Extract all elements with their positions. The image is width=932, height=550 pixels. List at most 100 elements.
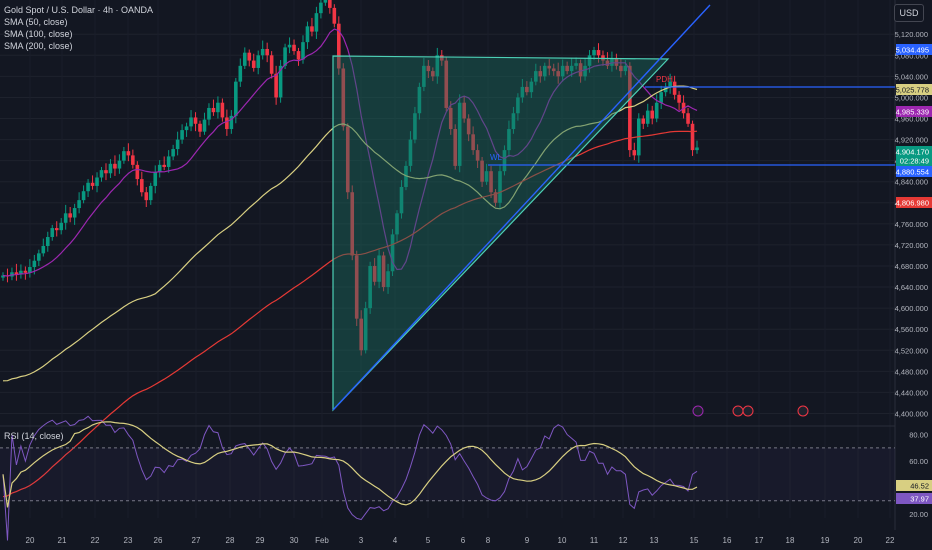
- candle: [122, 146, 126, 164]
- candle: [636, 113, 641, 163]
- candle-body: [556, 71, 560, 77]
- candle-body: [37, 253, 41, 261]
- candle-body: [408, 139, 413, 166]
- candle-body: [50, 228, 55, 238]
- candle-body: [372, 265, 377, 282]
- candle: [377, 249, 381, 289]
- candle: [507, 120, 511, 157]
- candle-body: [14, 272, 19, 275]
- candle-body: [583, 65, 587, 77]
- price-label: 4,904.170: [896, 146, 932, 157]
- candle-body: [475, 150, 480, 161]
- candle: [672, 75, 677, 100]
- candle: [265, 42, 269, 63]
- candle: [399, 180, 404, 219]
- candle-body: [650, 110, 655, 119]
- candle-body: [238, 65, 243, 82]
- candle: [663, 82, 668, 97]
- candles: [1, 0, 699, 356]
- time-tick-label: 13: [650, 536, 659, 545]
- sma100-legend[interactable]: SMA (100, close): [4, 29, 73, 39]
- candle-body: [287, 44, 292, 48]
- candle-body: [525, 86, 529, 93]
- candle: [645, 103, 650, 127]
- candle: [614, 53, 619, 70]
- candle: [345, 123, 350, 200]
- candle: [216, 96, 220, 119]
- price-tick-label: 4,680.000: [895, 262, 928, 271]
- candle-body: [592, 50, 596, 56]
- candle-body: [605, 60, 610, 66]
- candle: [681, 95, 686, 119]
- candle: [381, 251, 386, 292]
- candle-body: [135, 164, 140, 180]
- candle: [475, 144, 480, 169]
- candle-body: [574, 63, 578, 66]
- candle: [319, 0, 323, 19]
- candle-body: [654, 102, 659, 119]
- time-tick-label: 20: [26, 536, 35, 545]
- candle: [207, 103, 211, 126]
- candle: [157, 160, 162, 178]
- candle: [484, 163, 489, 185]
- candle-body: [690, 123, 695, 151]
- candle-body: [86, 182, 90, 192]
- candle: [368, 261, 372, 314]
- candle-body: [19, 270, 23, 275]
- sma50-legend[interactable]: SMA (50, close): [4, 17, 68, 27]
- candle-body: [426, 65, 431, 72]
- candle-body: [113, 163, 117, 169]
- candle: [448, 101, 453, 135]
- candle-body: [140, 179, 144, 193]
- candle-body: [641, 118, 646, 124]
- candle: [59, 218, 64, 235]
- candle-body: [623, 65, 628, 72]
- candle: [422, 57, 426, 92]
- candle: [668, 73, 672, 94]
- candle: [72, 203, 77, 225]
- candle-body: [32, 260, 37, 268]
- candle-body: [216, 102, 220, 113]
- candle: [489, 165, 493, 199]
- currency-button[interactable]: USD: [894, 4, 924, 22]
- candle: [113, 155, 117, 176]
- candle: [341, 63, 346, 131]
- candle-body: [148, 185, 153, 201]
- sma200-legend[interactable]: SMA (200, close): [4, 41, 73, 51]
- time-tick-label: 30: [290, 536, 299, 545]
- price-tick-label: 4,520.000: [895, 346, 928, 355]
- price-tick-label: 4,720.000: [895, 241, 928, 250]
- rsi-price-label-bg: [896, 480, 932, 491]
- candle-body: [90, 182, 95, 186]
- candle: [462, 96, 466, 123]
- price-label: 4,806.980: [896, 197, 932, 208]
- candle: [632, 142, 637, 161]
- time-tick-label: 12: [619, 536, 628, 545]
- candle-body: [547, 65, 552, 69]
- price-tick-label: 5,000.000: [895, 93, 928, 102]
- candle-body: [28, 267, 32, 273]
- time-tick-label: 16: [723, 536, 732, 545]
- candle: [292, 39, 296, 55]
- candle: [520, 79, 525, 103]
- time-tick-label: 22: [91, 536, 100, 545]
- candle: [1, 272, 5, 281]
- candle: [628, 62, 632, 157]
- candle: [314, 6, 319, 39]
- candle-body: [677, 94, 681, 103]
- candle-body: [368, 265, 372, 309]
- candle-body: [386, 271, 390, 288]
- candle: [390, 229, 395, 276]
- candle-body: [301, 42, 305, 60]
- price-label-bg: [896, 197, 932, 208]
- candle: [493, 189, 498, 207]
- rsi-legend[interactable]: RSI (14, close): [4, 431, 64, 441]
- candle-body: [587, 55, 592, 66]
- candle: [153, 165, 158, 194]
- price-tick-label: 4,960.000: [895, 115, 928, 124]
- candle: [50, 224, 55, 241]
- candle: [551, 63, 556, 76]
- time-tick-label: 11: [590, 536, 599, 545]
- candle-body: [314, 13, 319, 32]
